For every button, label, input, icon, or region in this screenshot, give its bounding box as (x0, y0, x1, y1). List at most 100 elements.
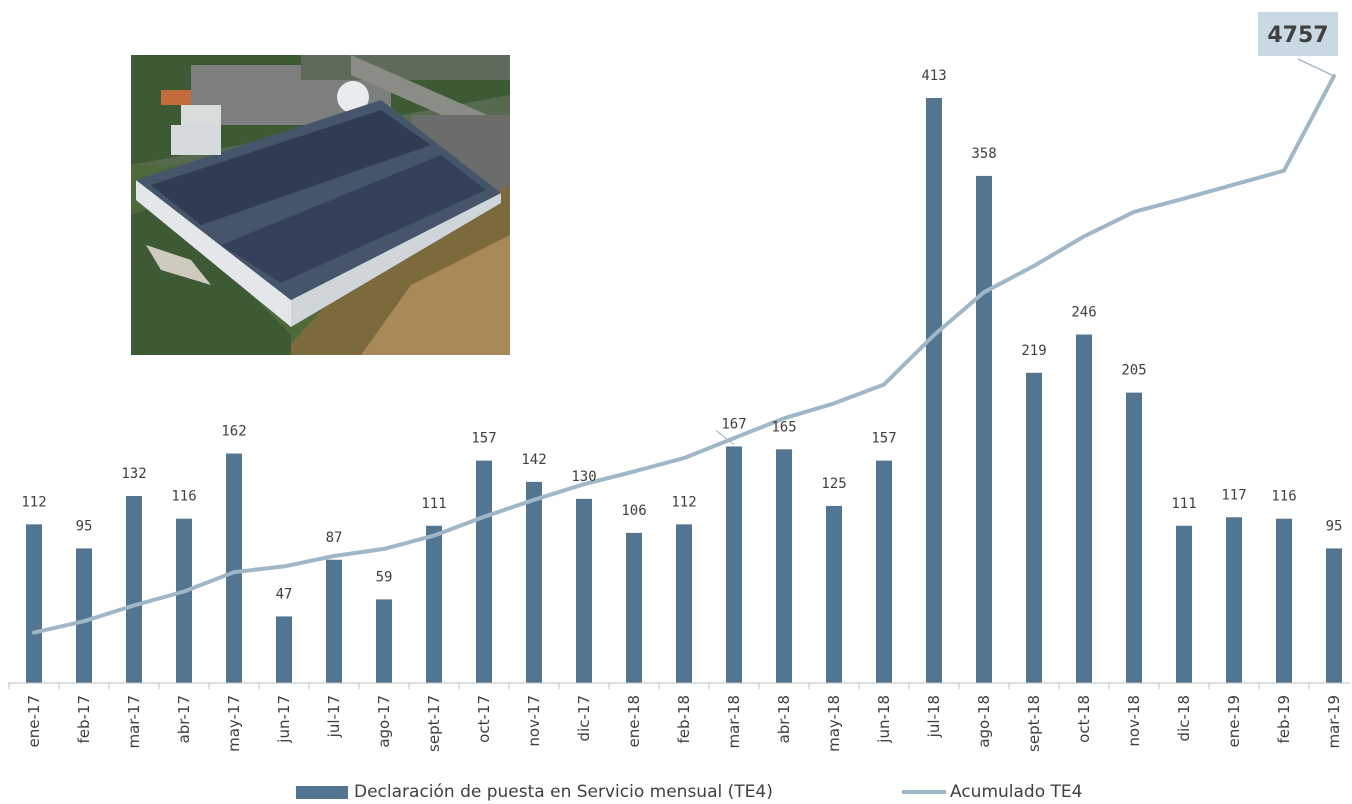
bar (576, 498, 592, 683)
bar-value-label: 95 (76, 518, 93, 534)
bar (176, 518, 192, 683)
bar-value-label: 142 (521, 452, 546, 468)
bar-value-label: 162 (221, 424, 246, 440)
total-callout: 4757 (1258, 12, 1338, 77)
bar (876, 460, 892, 683)
bar-value-label: 112 (671, 494, 696, 510)
legend: Declaración de puesta en Servicio mensua… (0, 780, 1352, 804)
bar (526, 481, 542, 683)
bar-value-label: 219 (1021, 343, 1046, 359)
bar-value-label: 116 (1271, 489, 1296, 505)
bar (126, 496, 142, 683)
aerial-factory-photo (131, 55, 510, 355)
x-tick-label: may-18 (825, 695, 843, 752)
bar-value-label: 130 (571, 469, 596, 485)
bar-value-label: 111 (421, 496, 446, 512)
callout-box (1258, 12, 1338, 56)
x-axis: ene-17 feb-17 mar-17 abr-17 may-17 jun-17 jul-… (8, 682, 1350, 752)
x-tick-label: nov-17 (525, 695, 543, 747)
label-leader-line (715, 430, 735, 445)
x-tick-label: feb-18 (675, 695, 693, 744)
bar-value-label: 112 (21, 494, 46, 510)
x-tick-label: sept-18 (1025, 695, 1043, 752)
x-tick-label: ene-17 (25, 695, 43, 747)
x-tick-label: ago-18 (975, 695, 993, 748)
bar (76, 548, 92, 683)
x-tick-label: nov-18 (1125, 695, 1143, 747)
bar-value-label: 157 (471, 431, 496, 447)
bar (26, 524, 42, 683)
bar-value-label: 111 (1171, 496, 1196, 512)
bar (326, 559, 342, 683)
bar-value-label: 165 (771, 419, 796, 435)
x-tick-label: dic-17 (575, 695, 593, 741)
bar (1226, 517, 1242, 683)
callout-value: 4757 (1267, 23, 1328, 48)
bar-value-label: 59 (376, 569, 393, 585)
bar (826, 505, 842, 683)
x-tick-label: jul-17 (325, 695, 343, 738)
bar (276, 616, 292, 683)
bar (626, 532, 642, 683)
bar (1276, 518, 1292, 683)
x-tick-label: oct-18 (1075, 695, 1093, 743)
bar (1126, 392, 1142, 683)
legend-label-line: Acumulado TE4 (950, 782, 1083, 802)
legend-label-bars: Declaración de puesta en Servicio mensua… (354, 782, 773, 802)
bar (676, 524, 692, 683)
bar (426, 525, 442, 683)
bar-value-label: 106 (621, 503, 646, 519)
bar-value-label: 87 (326, 530, 343, 546)
bar-value-label: 157 (871, 431, 896, 447)
x-tick-label: jun-17 (275, 695, 293, 744)
bar-value-label: 95 (1326, 518, 1343, 534)
x-tick-label: abr-18 (775, 695, 793, 743)
legend-swatch-bars (296, 785, 348, 799)
bar (726, 446, 742, 683)
x-tick-label: mar-18 (725, 695, 743, 749)
x-tick-label: oct-17 (475, 695, 493, 743)
bar-value-label: 413 (921, 68, 946, 84)
bar (976, 175, 992, 683)
data-labels: 112 95 132 116 162 47 87 59 111 157 142 130 106 112 16… (21, 68, 1342, 602)
bar (376, 599, 392, 683)
x-tick-label: dic-18 (1175, 695, 1193, 741)
bar (926, 98, 942, 683)
bar-value-label: 117 (1221, 487, 1246, 503)
x-tick-label: mar-19 (1325, 695, 1343, 749)
legend-item-bars: Declaración de puesta en Servicio mensua… (296, 782, 773, 802)
x-tick-label: sept-17 (425, 695, 443, 752)
bar (1026, 372, 1042, 683)
bar (1076, 334, 1092, 683)
x-tick-label: mar-17 (125, 695, 143, 749)
bar-value-label: 132 (121, 466, 146, 482)
bar-value-label: 205 (1121, 363, 1146, 379)
legend-item-line: Acumulado TE4 (902, 782, 1082, 802)
x-tick-label: may-17 (225, 695, 243, 752)
bar-value-label: 125 (821, 476, 846, 492)
bar-value-label: 167 (721, 416, 746, 432)
legend-swatch-line (902, 790, 946, 794)
x-tick-label: ago-17 (375, 695, 393, 748)
bar (1176, 525, 1192, 683)
bar-value-label: 246 (1071, 305, 1096, 321)
cumulative-line-series (32, 74, 1336, 635)
bar (476, 460, 492, 683)
x-tick-label: ene-18 (625, 695, 643, 747)
cumulative-line (32, 74, 1336, 635)
x-tick-label: jul-18 (925, 695, 943, 738)
x-tick-label: ene-19 (1225, 695, 1243, 747)
bar (776, 449, 792, 683)
x-tick-label: abr-17 (175, 695, 193, 743)
bar-value-label: 47 (276, 586, 293, 602)
callout-leader-line (1297, 58, 1335, 77)
x-tick-label: feb-19 (1275, 695, 1293, 744)
bar-series (26, 98, 1342, 683)
bar-value-label: 116 (171, 489, 196, 505)
bar (1326, 548, 1342, 683)
x-tick-label: feb-17 (75, 695, 93, 744)
x-tick-label: jun-18 (875, 695, 893, 744)
bar-value-label: 358 (971, 146, 996, 162)
bar (226, 453, 242, 683)
